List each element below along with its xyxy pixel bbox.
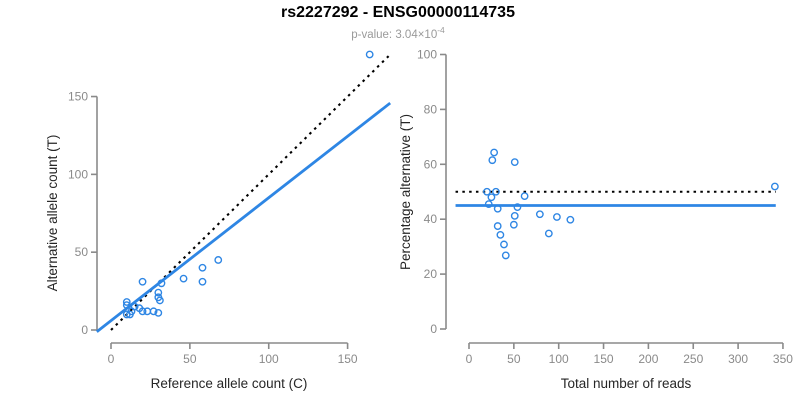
y-tick-label: 0 bbox=[430, 322, 437, 336]
right-scatter-panel: 0 20 40 60 80 100 0 50 100 150 200 250 300 350 Total n… bbox=[398, 48, 793, 392]
scatter-point bbox=[179, 274, 188, 283]
x-axis-title: Total number of reads bbox=[561, 376, 692, 391]
y-tick-label: 150 bbox=[68, 90, 88, 104]
scatter-point bbox=[770, 182, 779, 191]
x-axis-title: Reference allele count (C) bbox=[151, 376, 308, 391]
scatter-point bbox=[198, 277, 207, 286]
scatter-point bbox=[214, 256, 223, 264]
x-tick-label: 200 bbox=[638, 352, 658, 366]
scatter-point bbox=[496, 230, 505, 239]
y-tick-label: 100 bbox=[417, 48, 437, 62]
scatter-point bbox=[154, 288, 163, 297]
y-tick-label: 0 bbox=[81, 323, 88, 337]
x-tick-label: 150 bbox=[594, 352, 614, 366]
scatter-point bbox=[553, 213, 561, 221]
scatter-point bbox=[484, 200, 493, 209]
chart-title: rs2227292 - ENSG00000114735 bbox=[281, 4, 515, 21]
scatter-point bbox=[122, 298, 131, 306]
scatter-point bbox=[154, 308, 163, 317]
scatter-point bbox=[122, 301, 131, 309]
scatter-point bbox=[490, 148, 499, 157]
y-axis-title: Alternative allele count (T) bbox=[45, 135, 60, 292]
scatter-point bbox=[365, 50, 374, 59]
y-tick-label: 20 bbox=[424, 267, 438, 281]
scatter-point bbox=[501, 251, 510, 260]
x-tick-label: 100 bbox=[259, 352, 279, 366]
scatter-point bbox=[509, 220, 518, 229]
scatter-point bbox=[483, 187, 491, 196]
x-tick-label: 300 bbox=[728, 352, 748, 366]
scatter-point bbox=[535, 210, 544, 219]
left-scatter-panel: 0 50 100 150 0 50 100 150 Reference allele count… bbox=[45, 50, 392, 391]
y-tick-label: 100 bbox=[68, 167, 88, 181]
scatter-point bbox=[520, 192, 529, 201]
x-tick-label: 50 bbox=[183, 352, 197, 366]
x-tick-label: 100 bbox=[549, 352, 569, 366]
scatter-point bbox=[493, 204, 502, 213]
scatter-point bbox=[492, 187, 500, 196]
y-tick-label: 60 bbox=[424, 157, 438, 171]
x-tick-label: 0 bbox=[108, 352, 115, 366]
scatter-point bbox=[157, 279, 166, 288]
x-tick-label: 350 bbox=[773, 352, 793, 366]
scatter-point bbox=[198, 263, 207, 272]
scatter-point bbox=[544, 229, 553, 238]
scatter-point bbox=[566, 215, 575, 224]
y-tick-label: 80 bbox=[424, 102, 438, 116]
scatter-point bbox=[500, 240, 508, 249]
scatter-point bbox=[488, 156, 497, 165]
x-tick-label: 50 bbox=[507, 352, 521, 366]
scatter-point bbox=[138, 307, 147, 316]
pvalue-exponent: -4 bbox=[437, 25, 445, 35]
y-axis-title: Percentage alternative (T) bbox=[398, 114, 413, 270]
scatter-point bbox=[138, 277, 147, 286]
pvalue-text: p-value: 3.04×10 bbox=[351, 28, 438, 41]
scatter-point bbox=[510, 158, 519, 167]
scatter-point bbox=[487, 193, 496, 202]
scatter-point bbox=[149, 307, 158, 316]
x-tick-label: 0 bbox=[466, 352, 473, 366]
x-tick-label: 150 bbox=[338, 352, 358, 366]
y-tick-label: 50 bbox=[75, 245, 89, 259]
scatter-point bbox=[510, 212, 519, 220]
scatter-point bbox=[513, 203, 522, 212]
scatter-point bbox=[130, 302, 139, 311]
scatter-point bbox=[155, 296, 164, 305]
chart-subtitle: p-value: 3.04×10-4 bbox=[0, 25, 796, 41]
x-tick-label: 250 bbox=[683, 352, 703, 366]
y-tick-label: 40 bbox=[424, 212, 438, 226]
fit-line bbox=[95, 101, 392, 333]
scatter-point bbox=[143, 307, 152, 316]
scatter-point bbox=[493, 222, 502, 230]
